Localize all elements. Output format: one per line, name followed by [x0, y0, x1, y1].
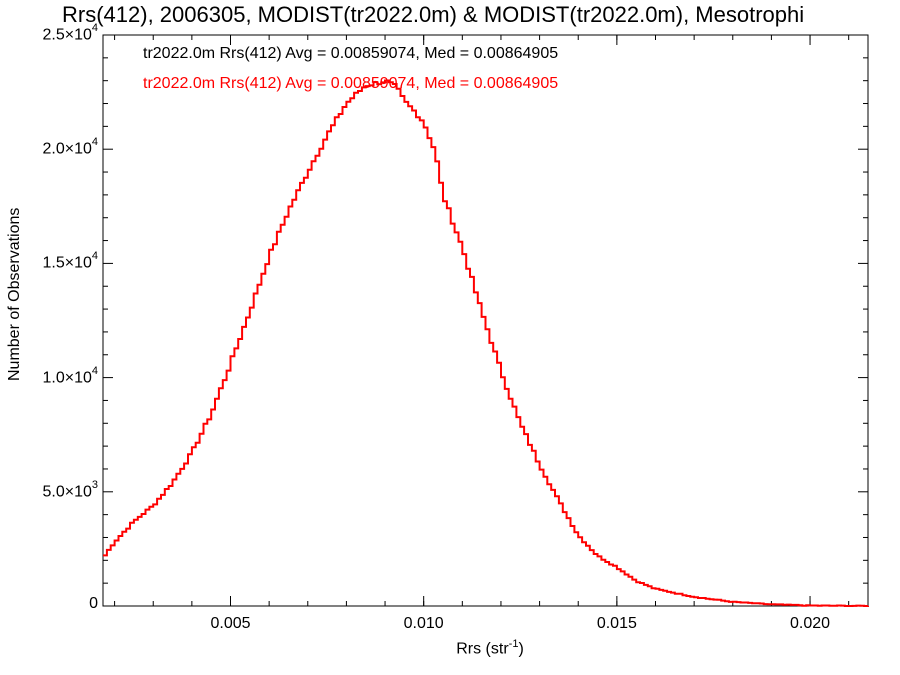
stats-line: tr2022.0m Rrs(412) Avg = 0.00859074, Med… [143, 45, 559, 62]
y-tick-label: 5.0×103 [42, 478, 98, 501]
x-tick-label: 0.005 [210, 615, 251, 632]
plot-frame [102, 34, 869, 607]
x-tick-label: 0.015 [596, 615, 637, 632]
y-tick-label: 2.5×104 [42, 22, 98, 44]
y-tick-label: 1.5×104 [42, 250, 98, 272]
y-tick-label: 2.0×104 [42, 136, 98, 158]
y-axis-label: Number of Observations [6, 207, 23, 381]
x-tick-label: 0.010 [403, 615, 444, 632]
x-tick-label: 0.020 [790, 615, 831, 632]
histogram-series-line [103, 79, 869, 607]
stats-line: tr2022.0m Rrs(412) Avg = 0.00859074, Med… [143, 75, 559, 92]
x-axis-label: Rrs (str-1) [456, 638, 524, 658]
y-tick-label: 1.0×104 [42, 364, 98, 386]
chart-title: Rrs(412), 2006305, MODIST(tr2022.0m) & M… [62, 2, 805, 27]
y-tick-label: 0 [89, 595, 98, 612]
axis-ticks [103, 34, 868, 607]
